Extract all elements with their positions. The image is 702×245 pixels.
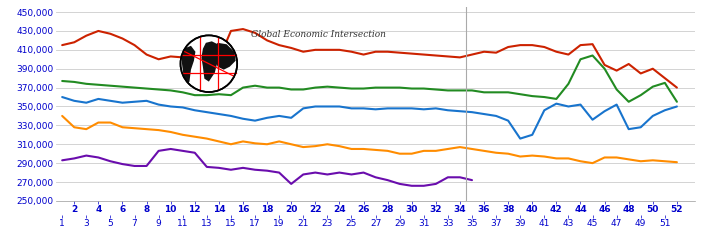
Polygon shape (182, 46, 195, 85)
Polygon shape (201, 41, 219, 82)
Polygon shape (212, 43, 236, 70)
Circle shape (180, 35, 237, 92)
Text: Global Economic Intersection: Global Economic Intersection (251, 30, 385, 39)
